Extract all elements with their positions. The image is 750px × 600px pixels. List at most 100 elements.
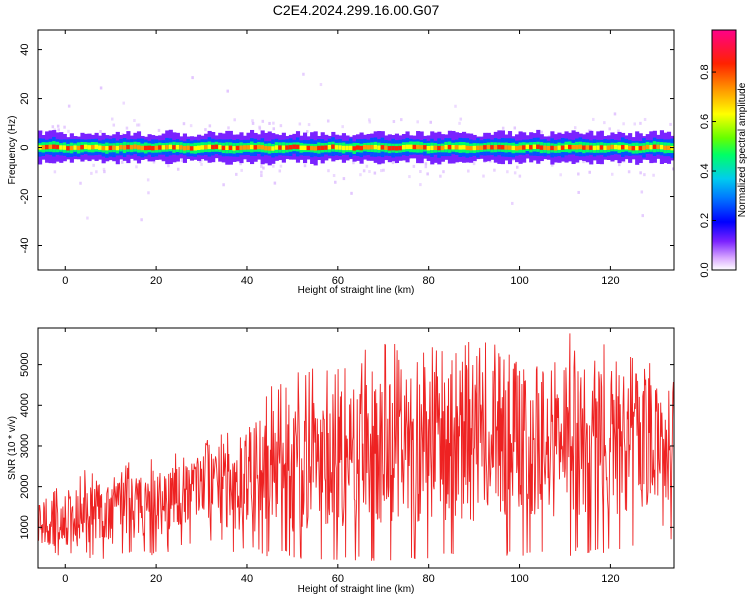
spectrogram-speckle <box>603 121 606 125</box>
spectrogram-cell <box>338 145 343 150</box>
y-tick-label: -20 <box>19 189 31 205</box>
spectrogram-cell <box>313 146 318 151</box>
spectrogram-cell <box>543 145 548 151</box>
spectrogram-speckle <box>633 122 636 126</box>
spectrogram-cell <box>73 145 78 150</box>
spectrogram-speckle <box>262 166 265 170</box>
spectrogram-cell <box>119 144 124 150</box>
spectrogram-cell <box>126 144 131 150</box>
snr-panel: 0 20 40 60 80 100 120 1000 2000 3000 4000 5000 Heig… <box>7 327 675 595</box>
spectrogram-speckle <box>222 183 225 187</box>
colorbar-tick-label: 0.6 <box>699 114 711 129</box>
spectrogram-cell <box>645 144 650 150</box>
x-tick-label: 40 <box>241 275 253 287</box>
spectrogram-cell <box>341 145 346 151</box>
spectrogram-speckle <box>472 162 476 166</box>
spectrogram-cell <box>490 145 495 150</box>
x-tick-label: 20 <box>150 275 162 287</box>
spectrogram-cell <box>624 145 629 150</box>
x-tick-label: 80 <box>423 275 435 287</box>
spectrogram-speckle <box>352 161 355 165</box>
colorbar: 0.0 0.2 0.4 0.6 0.8 Normalized spectral ampl… <box>699 29 748 278</box>
spectrogram-speckle <box>307 123 311 127</box>
spectrogram-cell <box>585 145 590 150</box>
spectrogram-speckle <box>279 124 283 128</box>
spectrogram-cell <box>144 145 149 151</box>
spectrogram-speckle <box>189 124 193 128</box>
spectrogram-speckle <box>200 162 203 166</box>
spectrogram-cell <box>525 144 530 150</box>
spectrogram-speckle <box>350 191 353 195</box>
x-tick-label: 60 <box>332 275 344 287</box>
spectrogram-cell <box>288 145 293 150</box>
spectrogram-cell <box>447 144 452 150</box>
spectrogram-cell <box>394 146 399 151</box>
spectrogram-speckle <box>559 173 562 177</box>
spectrogram-speckle <box>408 175 411 179</box>
spectrogram-cell <box>659 144 664 150</box>
spectrogram-speckle <box>506 170 509 174</box>
spectrogram-speckle <box>341 125 344 129</box>
spectrogram-speckle <box>327 169 330 173</box>
spectrogram-speckle <box>79 181 82 185</box>
spectrogram-speckle <box>135 165 138 169</box>
spectrogram-cell <box>115 145 120 151</box>
colorbar-tick-label: 0.4 <box>699 163 711 178</box>
spectrogram-cell <box>440 145 445 151</box>
spectrogram-cell <box>613 144 619 150</box>
spectrogram-cell <box>310 145 315 151</box>
spectrogram-speckle <box>454 104 457 108</box>
spectrogram-speckle <box>99 86 103 90</box>
spectrogram-cell <box>52 144 57 149</box>
spectrogram-cell <box>387 146 392 151</box>
spectrogram-speckle <box>260 174 263 178</box>
spectrogram-speckle <box>146 178 150 182</box>
x-tick-label: 0 <box>62 275 68 287</box>
spectrogram-speckle <box>362 169 366 173</box>
spectrogram-frame <box>37 29 675 271</box>
spectrogram-speckle <box>391 161 395 165</box>
snr-frame <box>37 327 675 569</box>
spectrogram-speckle <box>442 170 445 174</box>
spectrogram-speckle <box>424 165 428 169</box>
spectrogram-cell <box>575 144 580 150</box>
spectrogram-speckle <box>368 120 372 124</box>
spectrogram-speckle <box>268 121 271 125</box>
spectrogram-cell <box>589 145 594 150</box>
spectrogram-speckle <box>639 171 642 175</box>
spectrogram-speckle <box>200 158 203 162</box>
spectrogram-speckle <box>511 201 514 205</box>
spectrogram-cell <box>214 144 219 149</box>
spectrogram-cell <box>560 145 566 150</box>
spectrogram-cell <box>299 145 304 150</box>
spectrogram-cell <box>232 146 237 151</box>
spectrogram-speckle <box>613 112 617 116</box>
snr-ticks: 0 20 40 60 80 100 120 1000 2000 3000 4000 5000 <box>19 328 674 585</box>
spectrogram-speckle <box>260 170 263 174</box>
x-tick-label: 120 <box>601 275 619 287</box>
spectrogram-speckle <box>482 174 485 178</box>
colorbar-frame <box>711 29 737 271</box>
colorbar-tick-label: 0.2 <box>699 213 711 228</box>
spectrogram-cell <box>129 145 134 150</box>
y-tick-label: 0 <box>19 144 31 150</box>
spectrogram-speckle <box>208 124 212 128</box>
spectrogram-cell <box>363 144 368 150</box>
spectrogram-cell <box>412 144 417 150</box>
spectrogram-cell <box>182 146 187 151</box>
spectrogram-cell <box>398 145 403 151</box>
spectrogram-cell <box>469 145 474 151</box>
spectrogram-cell <box>359 145 364 151</box>
y-tick-label: 5000 <box>19 352 31 376</box>
spectrogram-cell <box>483 145 488 150</box>
x-tick-label: 20 <box>150 573 162 585</box>
spectrogram-cell <box>638 145 643 151</box>
spectrogram-cell <box>45 144 50 150</box>
spectrogram-cell <box>617 145 622 150</box>
spectrogram-speckle <box>582 160 585 164</box>
spectrogram-cell <box>652 144 657 149</box>
spectrogram-speckle <box>261 119 265 123</box>
spectrogram-speckle <box>305 130 309 134</box>
spectrogram-cell <box>571 144 576 150</box>
spectrogram-cell <box>656 144 661 150</box>
